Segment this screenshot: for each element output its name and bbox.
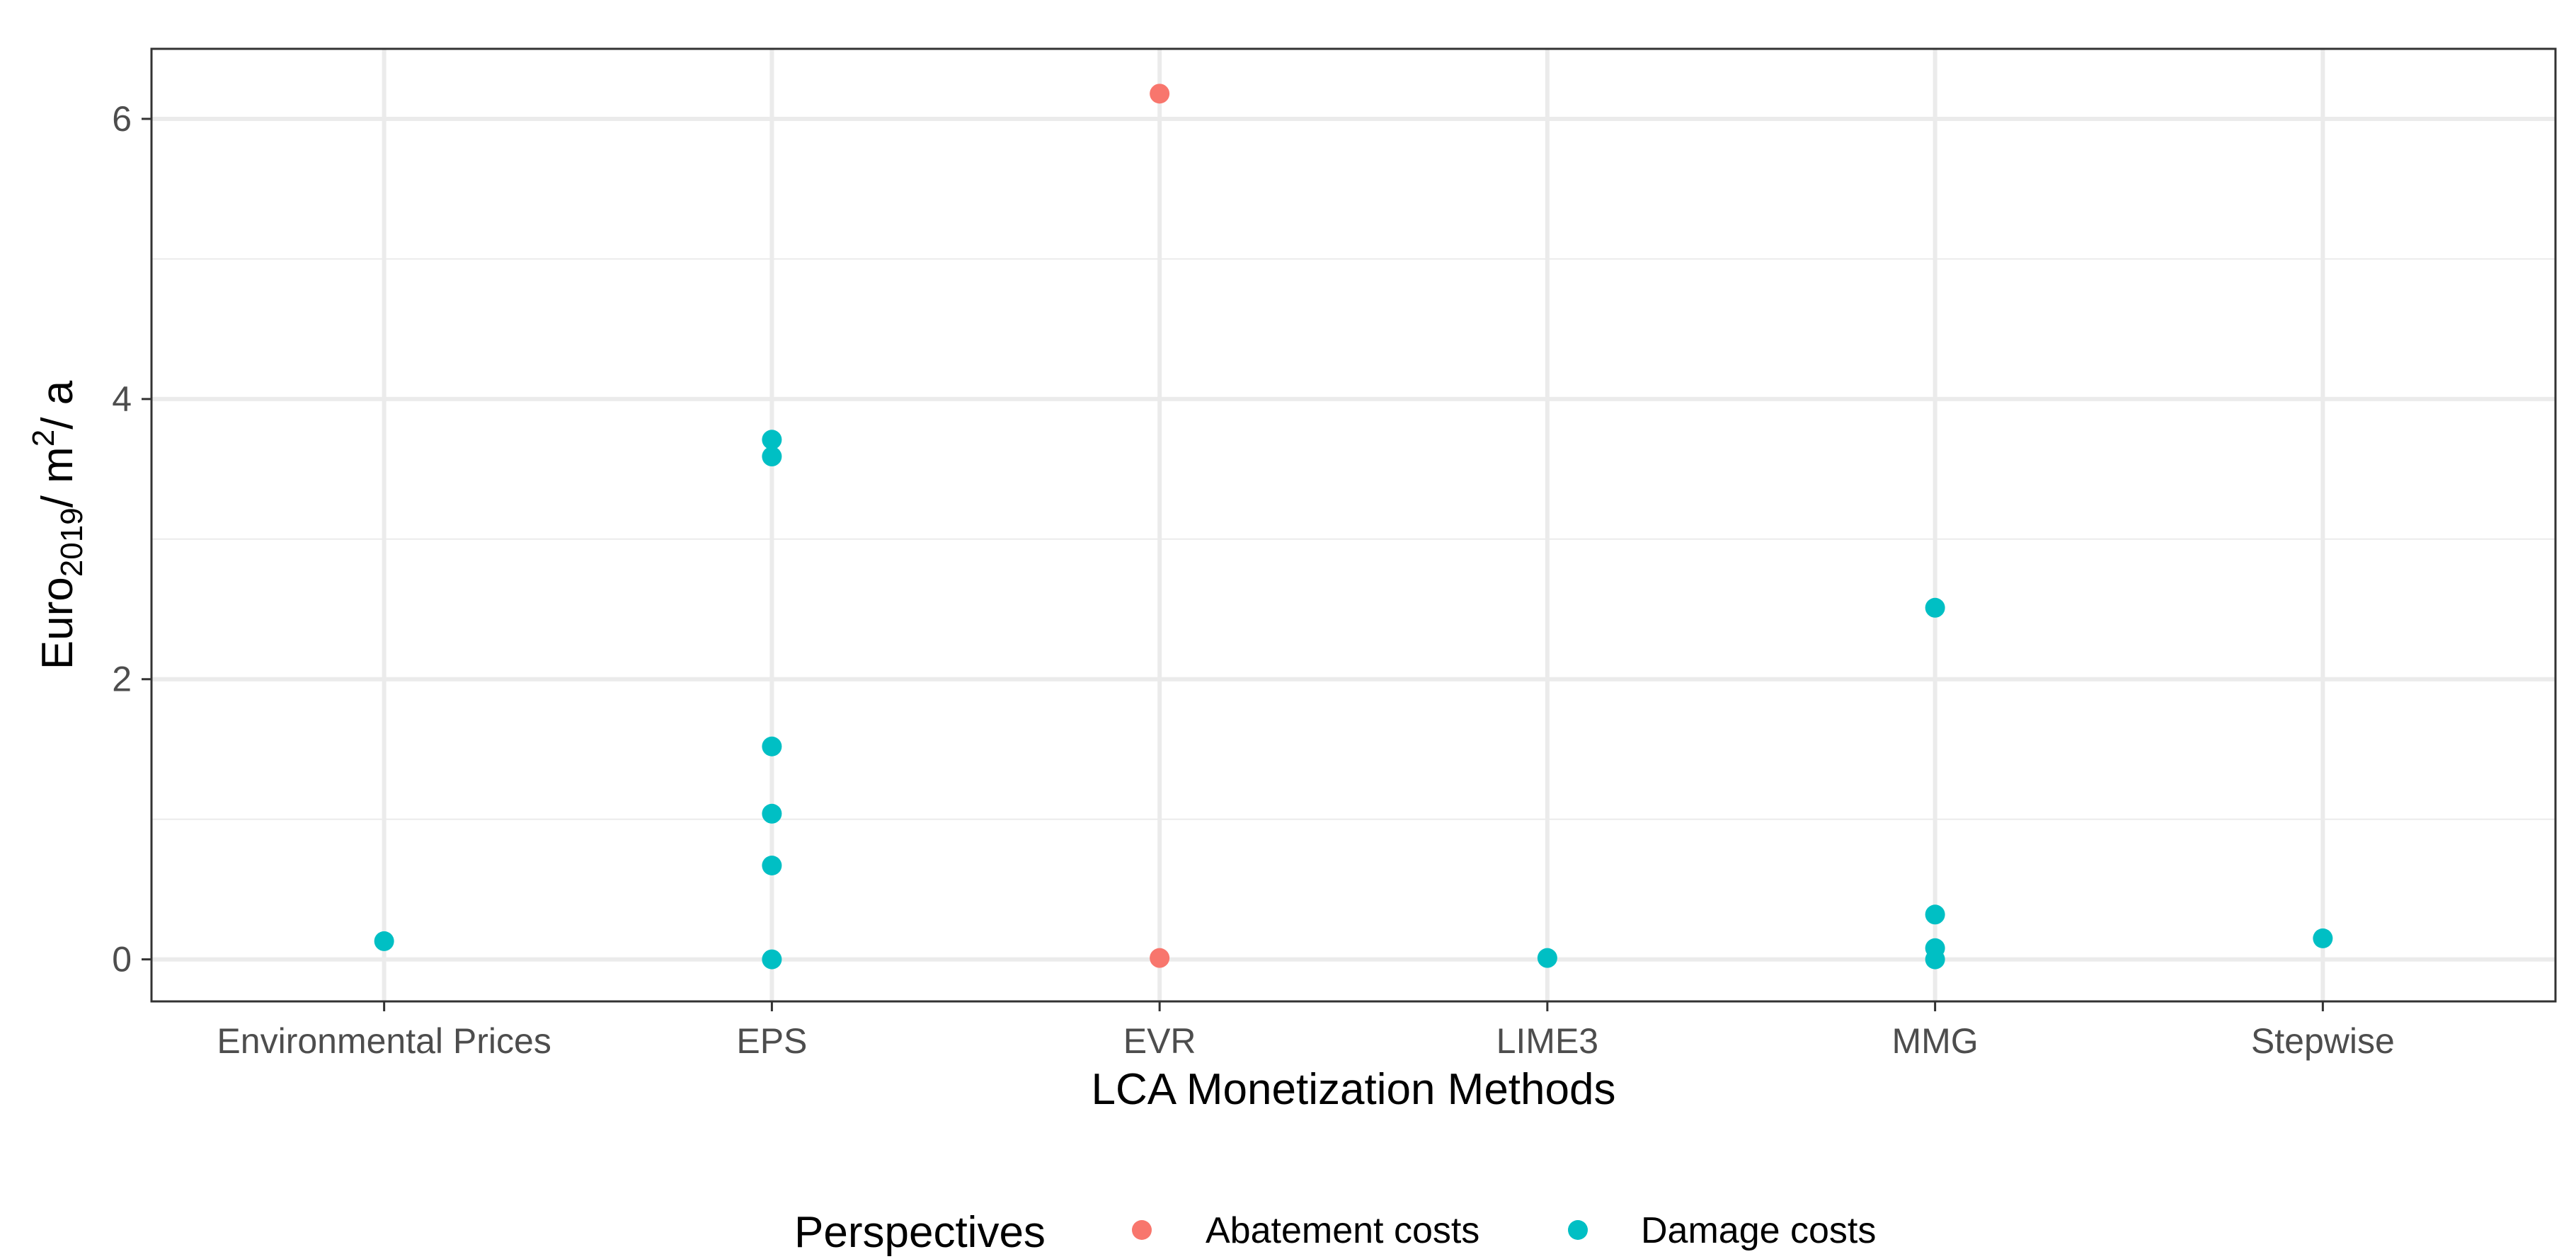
data-point xyxy=(1150,84,1170,104)
x-tick-label: Stepwise xyxy=(2251,1021,2395,1061)
panel-border xyxy=(150,47,2557,1003)
x-tick-label: Environmental Prices xyxy=(217,1021,551,1061)
data-points xyxy=(374,84,2333,970)
data-point xyxy=(762,447,782,467)
legend-label: Damage costs xyxy=(1641,1210,1876,1251)
y-axis-title: Euro2019/ m2/ a xyxy=(26,380,89,669)
data-point xyxy=(762,803,782,824)
y-axis: 0 2 4 6 xyxy=(112,99,151,979)
x-tick-label: EVR xyxy=(1123,1021,1196,1061)
legend: Perspectives Abatement costs Damage costs xyxy=(794,1208,1876,1257)
data-point xyxy=(1925,904,1945,925)
x-axis: Environmental Prices EPS EVR LIME3 MMG Stepwi… xyxy=(217,1001,2395,1061)
y-tick-label: 6 xyxy=(112,99,132,139)
data-point xyxy=(762,430,782,450)
data-point xyxy=(762,736,782,757)
y-tick-label: 2 xyxy=(112,660,132,699)
legend-label: Abatement costs xyxy=(1206,1210,1479,1251)
y-tick-label: 4 xyxy=(112,379,132,419)
data-point xyxy=(1150,948,1170,968)
legend-title: Perspectives xyxy=(794,1208,1046,1257)
data-point xyxy=(1925,597,1945,618)
y-axis-title-sup: 2 xyxy=(26,430,61,447)
y-axis-title-tail: / a xyxy=(33,380,82,429)
data-point xyxy=(2313,928,2333,948)
y-axis-title-mid: / m xyxy=(33,447,82,507)
y-axis-title-sub: 2019 xyxy=(55,507,89,577)
x-tick-label: LIME3 xyxy=(1496,1021,1599,1061)
data-point xyxy=(374,931,394,951)
data-point xyxy=(762,949,782,970)
legend-key xyxy=(1132,1220,1152,1240)
data-point xyxy=(762,855,782,875)
x-axis-title: LCA Monetization Methods xyxy=(1092,1065,1616,1114)
major-gridlines xyxy=(151,49,2555,1001)
minor-gridlines xyxy=(151,258,2555,820)
x-tick-label: MMG xyxy=(1892,1021,1979,1061)
legend-key xyxy=(1568,1220,1588,1240)
y-axis-title-base: Euro xyxy=(33,577,82,669)
y-tick-label: 0 xyxy=(112,940,132,979)
data-point xyxy=(1925,949,1945,970)
x-tick-label: EPS xyxy=(736,1021,807,1061)
data-point xyxy=(1537,948,1557,968)
legend-items: Abatement costs Damage costs xyxy=(1132,1210,1876,1251)
